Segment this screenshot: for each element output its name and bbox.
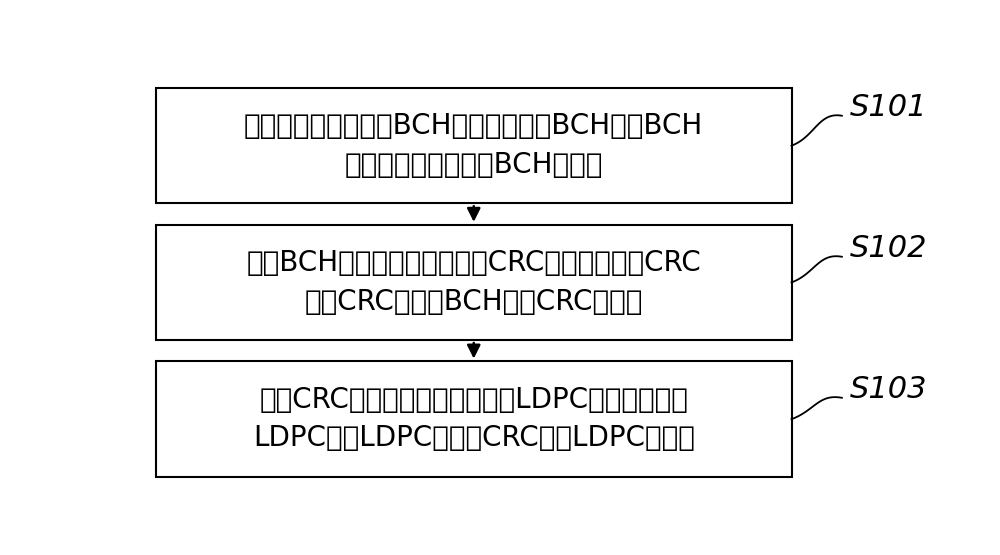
Text: 根据CRC码确定低密度奇偶校验LDPC校验位，生成: 根据CRC码确定低密度奇偶校验LDPC校验位，生成 bbox=[259, 386, 688, 414]
Bar bbox=[156, 88, 792, 203]
Text: 码，CRC码包括BCH码和CRC校验位: 码，CRC码包括BCH码和CRC校验位 bbox=[305, 287, 643, 316]
Text: 根据BCH码确定循环冗余校验CRC校验位，生成CRC: 根据BCH码确定循环冗余校验CRC校验位，生成CRC bbox=[246, 249, 701, 277]
Text: S102: S102 bbox=[850, 234, 927, 263]
Text: 根据有效数据位确定BCH校验位，生成BCH码，BCH: 根据有效数据位确定BCH校验位，生成BCH码，BCH bbox=[244, 113, 703, 140]
Text: LDPC码，LDPC码包括CRC码和LDPC校验位: LDPC码，LDPC码包括CRC码和LDPC校验位 bbox=[253, 425, 695, 452]
Text: 码包括有效数据位和BCH校验位: 码包括有效数据位和BCH校验位 bbox=[345, 151, 603, 179]
Bar bbox=[156, 361, 792, 477]
Text: S103: S103 bbox=[850, 375, 927, 403]
Bar bbox=[156, 225, 792, 340]
Text: S101: S101 bbox=[850, 93, 927, 122]
